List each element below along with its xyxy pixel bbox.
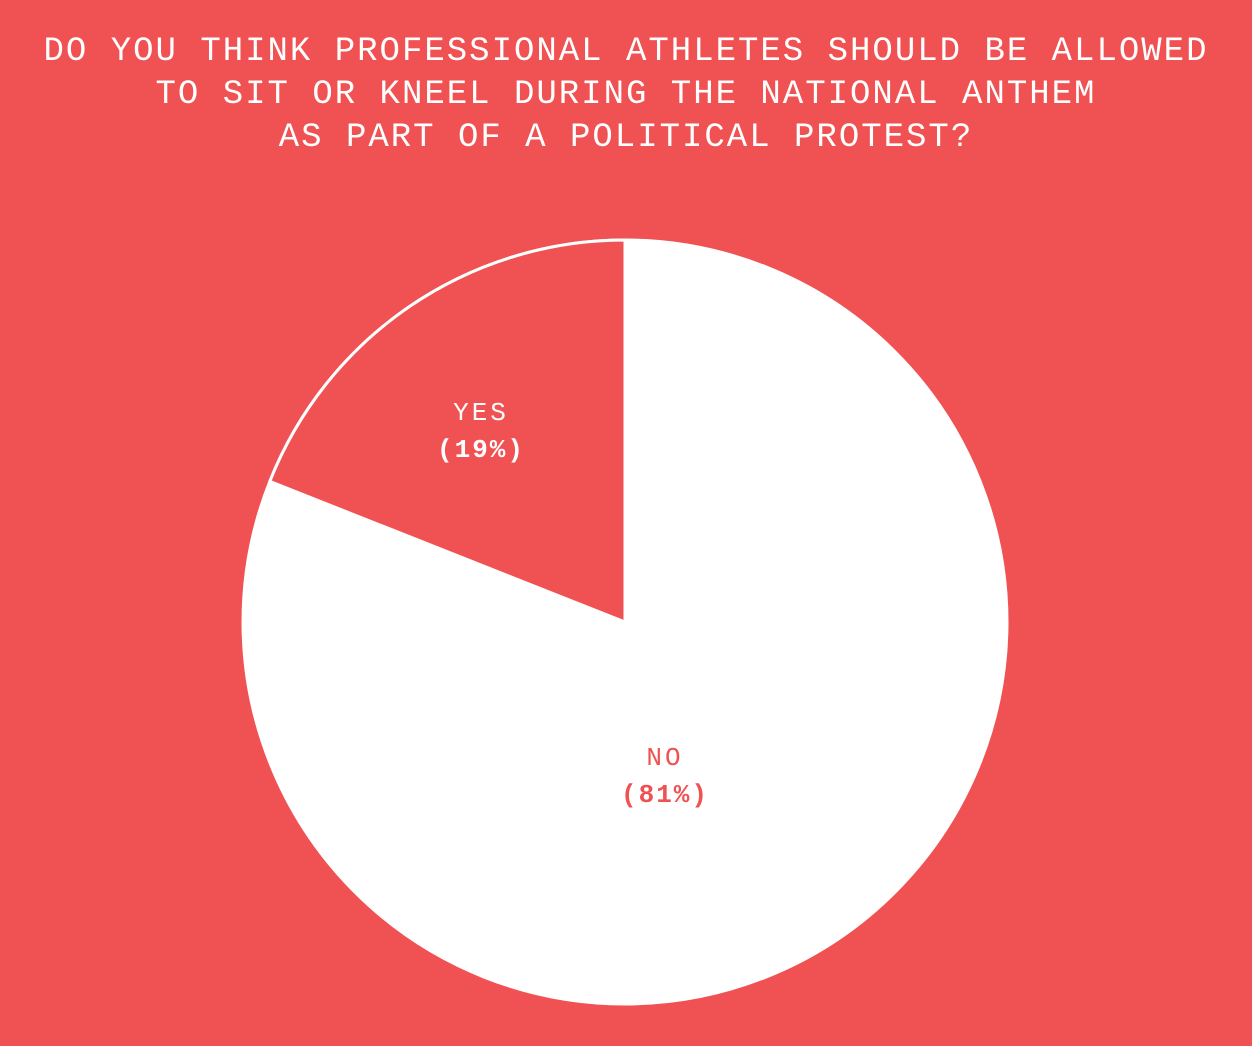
- chart-title-line-2: TO SIT OR KNEEL DURING THE NATIONAL ANTH…: [155, 76, 1097, 114]
- pie-label-yes: YES (19%): [331, 395, 631, 469]
- chart-title: DO YOU THINK PROFESSIONAL ATHLETES SHOUL…: [0, 31, 1252, 160]
- pie-label-yes-percent: (19%): [436, 435, 525, 465]
- pie-label-no-percent: (81%): [620, 780, 709, 810]
- pie-label-no: NO (81%): [515, 740, 815, 814]
- chart-title-line-3: AS PART OF A POLITICAL PROTEST?: [278, 119, 974, 157]
- chart-title-line-1: DO YOU THINK PROFESSIONAL ATHLETES SHOUL…: [43, 33, 1209, 71]
- pie-slice-yes: [268, 238, 627, 624]
- pie-label-yes-text: YES: [453, 398, 509, 428]
- pie-label-no-text: NO: [646, 743, 684, 773]
